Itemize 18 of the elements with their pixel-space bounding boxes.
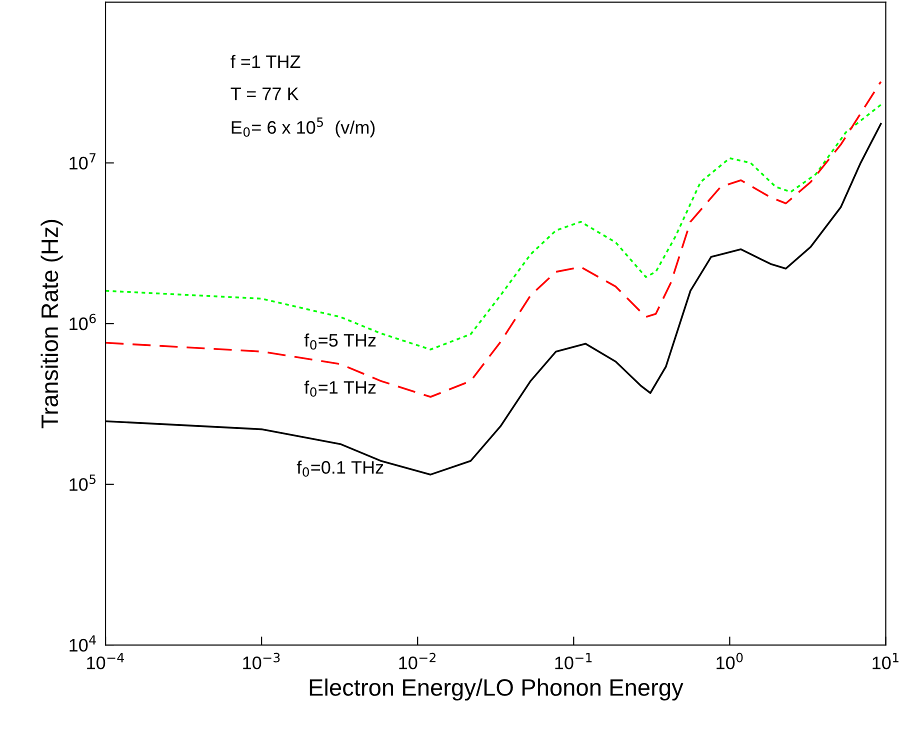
y-tick-label: 10$^{6}$ [70, 314, 96, 330]
y-tick-label: 10$^{5}$ [70, 474, 96, 491]
series-label: f$_{0}$=5 THz [304, 333, 376, 350]
y-tick-label: 10$^{4}$ [70, 635, 96, 652]
x-tick-label: 10$^{−4}$ [87, 652, 124, 670]
y-axis-title: Transition Rate (Hz) [40, 220, 63, 428]
x-tick-label: 10$^{−1}$ [555, 652, 592, 670]
y-tick-label: 10$^{7}$ [70, 153, 96, 170]
annotation: f =1 THZ [230, 54, 300, 68]
x-tick-label: 10$^{−3}$ [243, 652, 280, 670]
annotation: T = 77 K [230, 88, 299, 100]
x-axis-title: Electron Energy/LO Phonon Energy [310, 678, 684, 701]
x-tick-label: 10$^{0}$ [716, 652, 743, 670]
series-label: f$_{0}$=1 THz [304, 380, 376, 397]
x-tick-label: 10$^{−2}$ [399, 652, 436, 670]
series-label: f$_{0}$=0.1 THz [296, 460, 384, 477]
x-tick-label: 10$^{1}$ [872, 652, 898, 670]
annotation: E$_{0}$= 6 x 10$^{5}$ (v/m) [232, 118, 375, 138]
